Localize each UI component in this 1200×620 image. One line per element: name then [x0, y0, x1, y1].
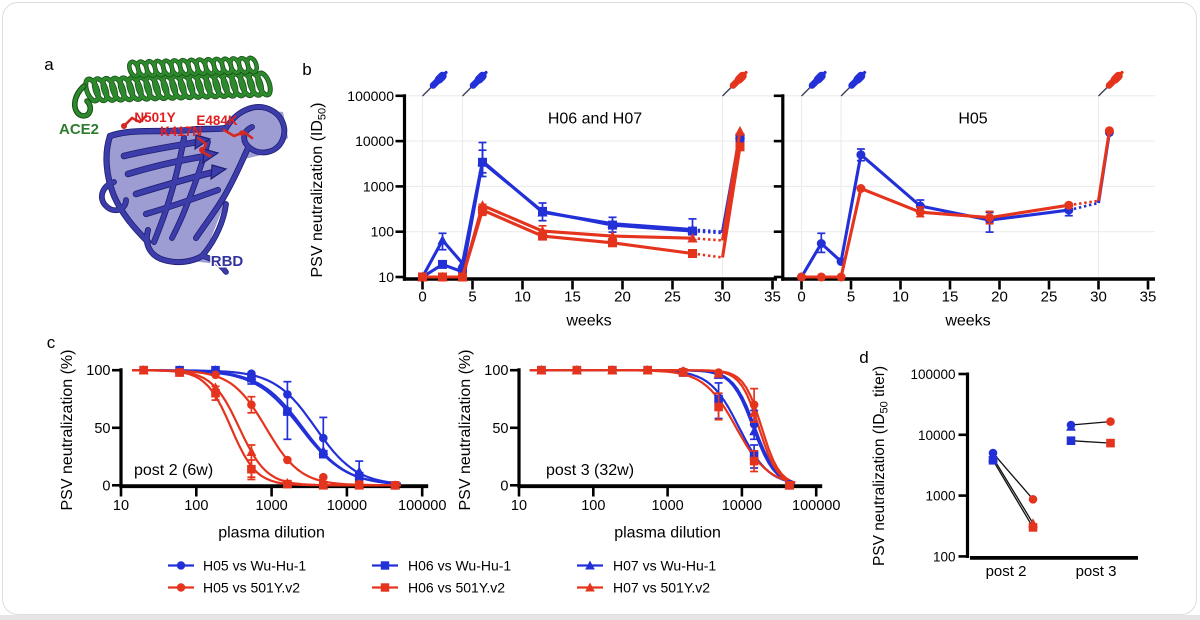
- svg-text:0: 0: [102, 478, 110, 494]
- svg-text:100000: 100000: [910, 367, 955, 382]
- svg-text:10: 10: [514, 289, 531, 306]
- svg-text:RBD: RBD: [211, 253, 244, 270]
- svg-text:20: 20: [991, 289, 1008, 306]
- svg-text:H07 vs Wu-Hu-1: H07 vs Wu-Hu-1: [613, 558, 716, 574]
- svg-text:25: 25: [664, 289, 681, 306]
- svg-text:100: 100: [933, 549, 956, 564]
- svg-text:K417N: K417N: [160, 124, 202, 139]
- svg-text:10000: 10000: [918, 428, 956, 443]
- svg-text:1000: 1000: [255, 498, 287, 514]
- svg-text:plasma dilution: plasma dilution: [218, 525, 325, 542]
- svg-text:weeks: weeks: [944, 313, 990, 330]
- svg-text:H07 vs 501Y.v2: H07 vs 501Y.v2: [613, 580, 710, 596]
- svg-text:10: 10: [113, 498, 129, 514]
- svg-text:E484K: E484K: [196, 113, 238, 128]
- svg-text:15: 15: [942, 289, 959, 306]
- svg-text:a: a: [44, 55, 54, 74]
- svg-text:PSV neutralization (%): PSV neutralization (%): [59, 350, 76, 511]
- svg-text:post 2: post 2: [986, 563, 1027, 580]
- svg-text:100000: 100000: [792, 498, 840, 514]
- svg-text:5: 5: [847, 289, 855, 306]
- svg-text:N501Y: N501Y: [134, 110, 175, 125]
- svg-text:0: 0: [418, 289, 426, 306]
- svg-text:H05 vs Wu-Hu-1: H05 vs Wu-Hu-1: [203, 558, 306, 574]
- svg-text:15: 15: [564, 289, 581, 306]
- svg-text:35: 35: [1140, 289, 1157, 306]
- svg-text:100: 100: [484, 363, 508, 379]
- svg-text:c: c: [47, 333, 56, 352]
- svg-text:5: 5: [468, 289, 476, 306]
- svg-text:10000: 10000: [355, 133, 394, 149]
- svg-text:100000: 100000: [398, 498, 446, 514]
- svg-text:50: 50: [94, 421, 110, 437]
- svg-text:0: 0: [500, 478, 508, 494]
- svg-text:35: 35: [764, 289, 781, 306]
- svg-text:ACE2: ACE2: [59, 121, 99, 138]
- svg-text:1000: 1000: [363, 178, 394, 194]
- svg-text:50: 50: [492, 421, 508, 437]
- svg-text:10: 10: [892, 289, 909, 306]
- svg-text:H05 vs 501Y.v2: H05 vs 501Y.v2: [203, 580, 300, 596]
- svg-text:1000: 1000: [651, 498, 683, 514]
- svg-text:20: 20: [614, 289, 631, 306]
- svg-text:d: d: [859, 348, 868, 367]
- svg-text:10000: 10000: [722, 498, 762, 514]
- svg-text:30: 30: [714, 289, 731, 306]
- svg-text:PSV neutralization (ID50 titer: PSV neutralization (ID50 titer): [871, 366, 891, 566]
- svg-text:10000: 10000: [327, 498, 367, 514]
- svg-text:post 3: post 3: [1076, 563, 1117, 580]
- svg-text:100: 100: [86, 363, 110, 379]
- svg-text:0: 0: [797, 289, 805, 306]
- svg-text:PSV neutralization (ID50): PSV neutralization (ID50): [309, 103, 329, 278]
- svg-text:PSV neutralization (%): PSV neutralization (%): [457, 350, 474, 511]
- svg-text:100: 100: [184, 498, 208, 514]
- svg-text:100: 100: [371, 224, 395, 240]
- svg-text:10: 10: [511, 498, 527, 514]
- svg-text:post 3 (32w): post 3 (32w): [546, 462, 634, 479]
- svg-text:25: 25: [1041, 289, 1058, 306]
- svg-text:H05: H05: [958, 111, 987, 128]
- svg-text:weeks: weeks: [565, 313, 611, 330]
- svg-text:H06 vs Wu-Hu-1: H06 vs Wu-Hu-1: [408, 558, 511, 574]
- svg-text:b: b: [302, 60, 311, 79]
- svg-text:30: 30: [1090, 289, 1107, 306]
- svg-text:post 2 (6w): post 2 (6w): [134, 462, 213, 479]
- svg-text:100000: 100000: [347, 88, 394, 104]
- svg-text:10: 10: [378, 269, 394, 285]
- svg-text:H06 vs 501Y.v2: H06 vs 501Y.v2: [408, 580, 505, 596]
- svg-text:100: 100: [581, 498, 605, 514]
- svg-text:plasma dilution: plasma dilution: [614, 525, 721, 542]
- svg-text:1000: 1000: [925, 489, 955, 504]
- svg-text:H06 and H07: H06 and H07: [548, 111, 642, 128]
